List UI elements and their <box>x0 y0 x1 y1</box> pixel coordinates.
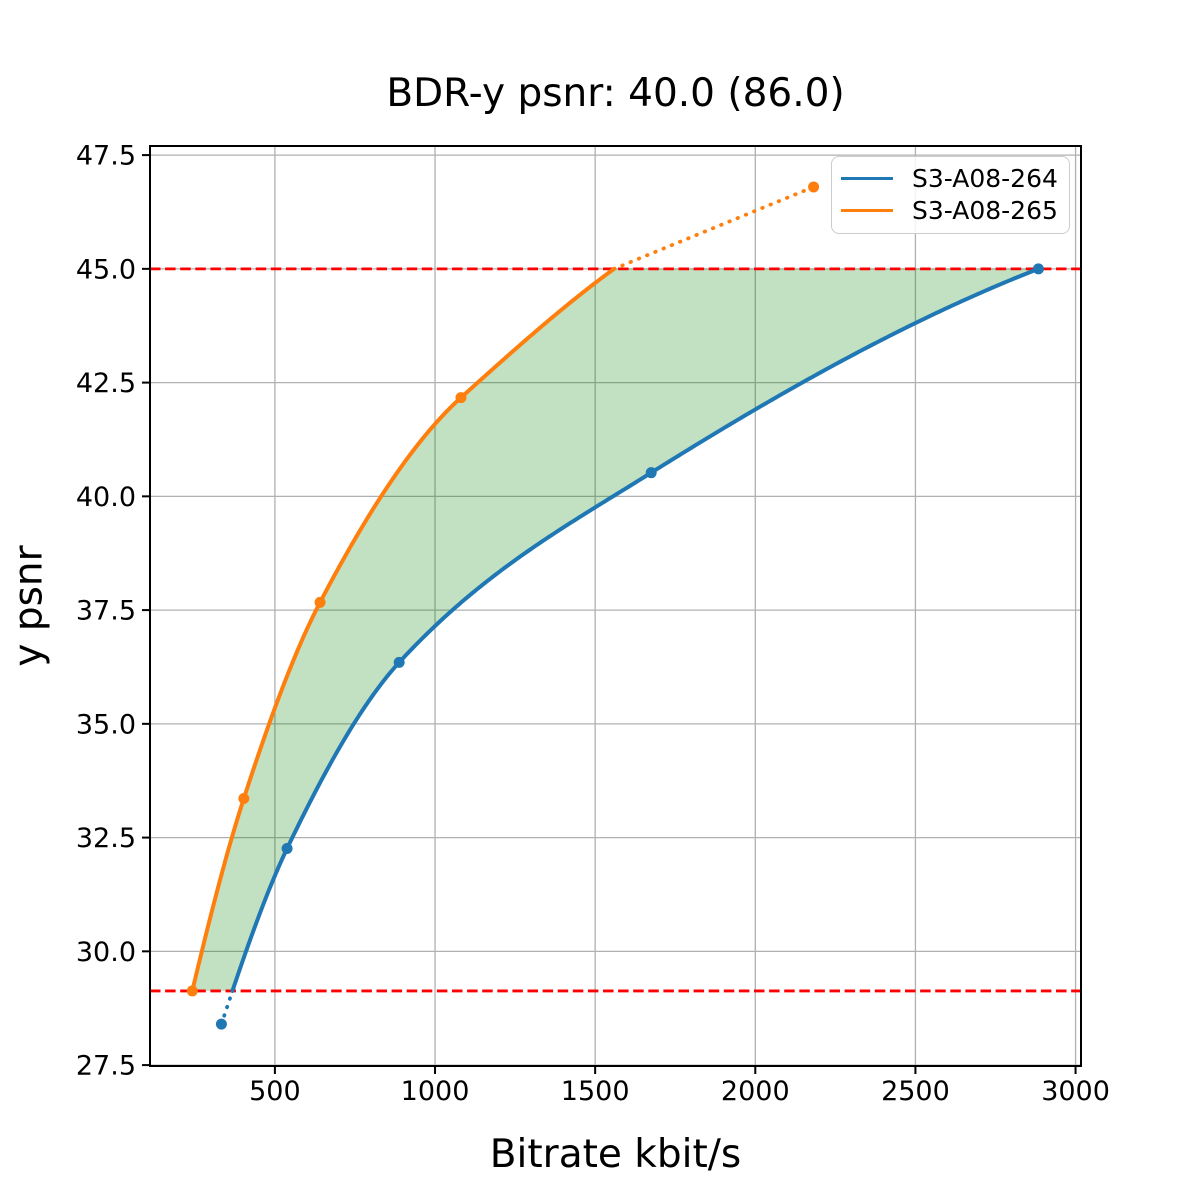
y-tick-label: 40.0 <box>76 482 136 513</box>
series-curve-S3-A08-264 <box>219 266 1041 1027</box>
threshold-lines <box>150 267 1081 993</box>
x-tick-label: 2000 <box>721 1076 790 1107</box>
legend-label-s3-a08-265: S3-A08-265 <box>912 195 1058 225</box>
x-tick-label: 3000 <box>1041 1076 1110 1107</box>
x-tick-label: 500 <box>249 1076 301 1107</box>
legend-line-sample-orange <box>841 208 893 212</box>
y-tick-label: 47.5 <box>76 141 136 172</box>
series-markers-S3-A08-265 <box>186 181 820 997</box>
y-tick-label: 30.0 <box>76 937 136 968</box>
y-tick-label: 37.5 <box>76 596 136 627</box>
y-tick-label: 35.0 <box>76 709 136 740</box>
y-tick-label: 32.5 <box>76 823 136 854</box>
legend-label-s3-a08-264: S3-A08-264 <box>912 163 1058 193</box>
x-tick-label: 1500 <box>561 1076 630 1107</box>
series-markers-S3-A08-264 <box>215 263 1044 1030</box>
y-tick-label: 42.5 <box>76 368 136 399</box>
tick-labels: 500 1000 1500 2000 2500 3000 27.5 30.0 32.5 35.0 3… <box>76 141 1110 1107</box>
y-tick-label: 27.5 <box>76 1051 136 1082</box>
tick-marks <box>142 154 1077 1074</box>
legend: S3-A08-264 S3-A08-265 <box>831 156 1070 234</box>
bd-area-fill <box>192 268 1039 991</box>
legend-line-sample-blue <box>841 176 893 180</box>
legend-entry: S3-A08-265 <box>841 198 1059 223</box>
chart-title: BDR-y psnr: 40.0 (86.0) <box>386 71 845 116</box>
x-tick-label: 2500 <box>881 1076 950 1107</box>
legend-entry: S3-A08-264 <box>841 166 1059 191</box>
x-axis-label: Bitrate kbit/s <box>489 1132 742 1177</box>
axes-frame <box>149 145 1082 1067</box>
series-curve-S3-A08-265 <box>190 185 816 993</box>
x-tick-label: 1000 <box>401 1076 470 1107</box>
y-tick-label: 45.0 <box>76 254 136 285</box>
